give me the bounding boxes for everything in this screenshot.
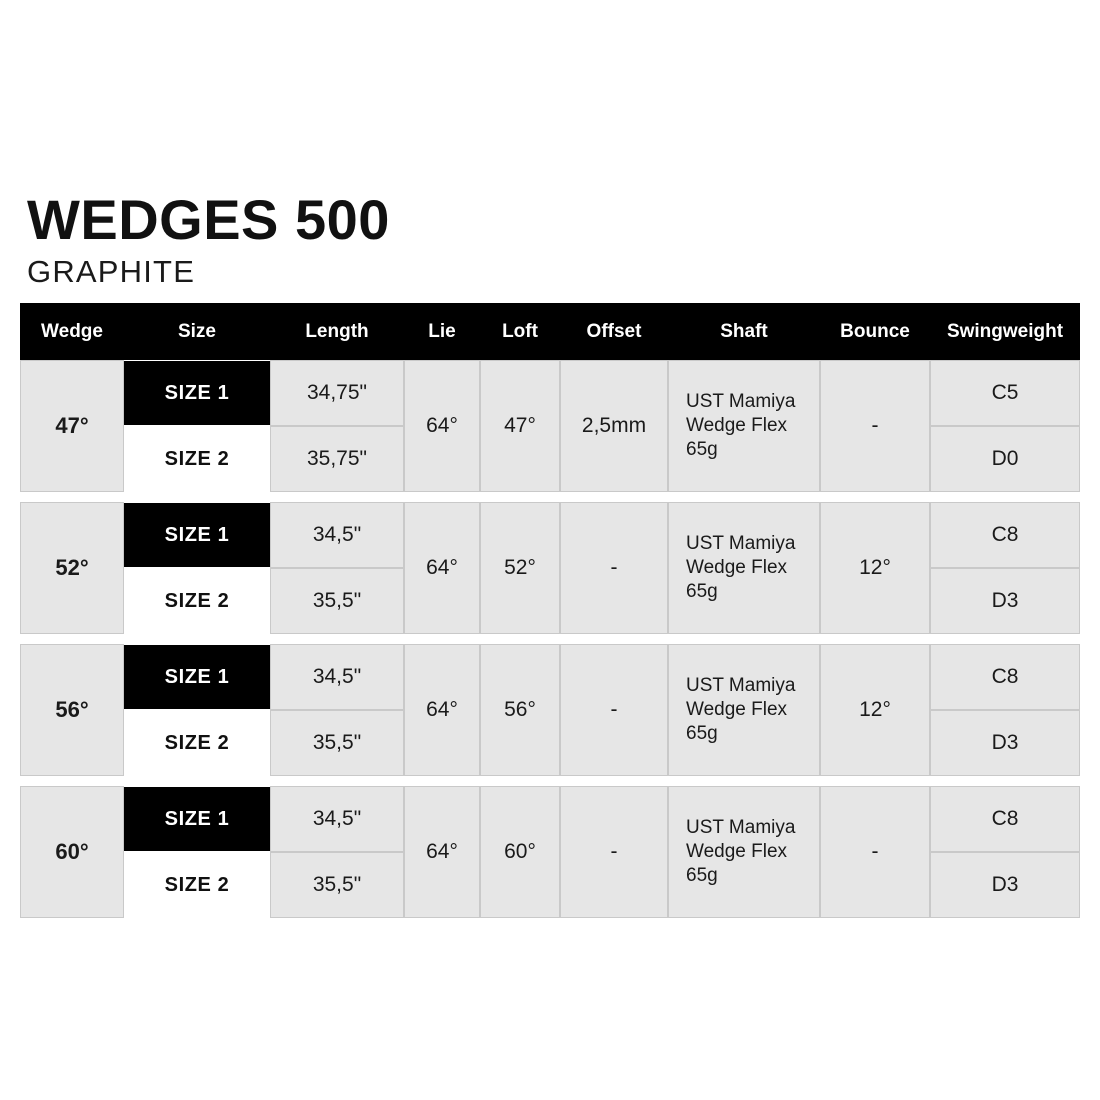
cell-lie: 64° xyxy=(404,360,480,492)
cell-bounce: 12° xyxy=(820,644,930,776)
cell-swingweight-2: D3 xyxy=(930,568,1080,634)
row-group-spacer xyxy=(20,492,1080,502)
size-1-badge: SIZE 1 xyxy=(124,645,270,709)
cell-offset: - xyxy=(560,786,668,918)
size-1-badge: SIZE 1 xyxy=(124,787,270,851)
cell-length-2: 35,5" xyxy=(270,710,404,776)
cell-size-1: SIZE 1 xyxy=(124,502,270,568)
cell-swingweight-2: D3 xyxy=(930,710,1080,776)
cell-shaft: UST Mamiya Wedge Flex 65g xyxy=(668,786,820,918)
cell-wedge: 52° xyxy=(20,502,124,634)
column-header-size: Size xyxy=(124,303,270,360)
page-title: WEDGES 500 xyxy=(27,188,390,251)
size-1-badge: SIZE 1 xyxy=(124,361,270,425)
column-header-lie: Lie xyxy=(404,303,480,360)
table-row: SIZE 2 35,5" D3 xyxy=(20,568,1080,634)
cell-swingweight-2: D0 xyxy=(930,426,1080,492)
table-row-group: 52° SIZE 1 34,5" 64° 52° - UST Mamiya We… xyxy=(20,502,1080,644)
cell-size-2: SIZE 2 xyxy=(124,426,270,492)
cell-offset: 2,5mm xyxy=(560,360,668,492)
cell-shaft: UST Mamiya Wedge Flex 65g xyxy=(668,644,820,776)
cell-loft: 47° xyxy=(480,360,560,492)
column-header-loft: Loft xyxy=(480,303,560,360)
column-header-swingweight: Swingweight xyxy=(930,303,1080,360)
cell-wedge: 60° xyxy=(20,786,124,918)
cell-size-2: SIZE 2 xyxy=(124,568,270,634)
specification-table: Wedge Size Length Lie Loft Offset Shaft … xyxy=(20,303,1080,918)
specification-table-wrapper: Wedge Size Length Lie Loft Offset Shaft … xyxy=(20,303,1080,918)
column-header-length: Length xyxy=(270,303,404,360)
cell-lie: 64° xyxy=(404,644,480,776)
cell-size-2: SIZE 2 xyxy=(124,710,270,776)
cell-size-2: SIZE 2 xyxy=(124,852,270,918)
table-row: 56° SIZE 1 34,5" 64° 56° - UST Mamiya We… xyxy=(20,644,1080,776)
cell-shaft: UST Mamiya Wedge Flex 65g xyxy=(668,360,820,492)
cell-length-1: 34,75" xyxy=(270,360,404,426)
cell-swingweight-1: C8 xyxy=(930,644,1080,710)
cell-loft: 52° xyxy=(480,502,560,634)
cell-lie: 64° xyxy=(404,502,480,634)
cell-length-1: 34,5" xyxy=(270,786,404,852)
size-2-badge: SIZE 2 xyxy=(124,427,270,491)
cell-length-1: 34,5" xyxy=(270,502,404,568)
table-row-group: 47° SIZE 1 34,75" 64° 47° 2,5mm UST Mami… xyxy=(20,360,1080,502)
column-header-offset: Offset xyxy=(560,303,668,360)
cell-length-1: 34,5" xyxy=(270,644,404,710)
table-row: 52° SIZE 1 34,5" 64° 52° - UST Mamiya We… xyxy=(20,502,1080,634)
cell-swingweight-1: C5 xyxy=(930,360,1080,426)
page-subtitle: GRAPHITE xyxy=(27,254,196,289)
cell-bounce: - xyxy=(820,786,930,918)
cell-length-2: 35,5" xyxy=(270,568,404,634)
row-group-spacer xyxy=(20,776,1080,786)
row-group-spacer xyxy=(20,634,1080,644)
column-header-wedge: Wedge xyxy=(20,303,124,360)
table-row: SIZE 2 35,5" D3 xyxy=(20,852,1080,918)
cell-bounce: - xyxy=(820,360,930,492)
size-2-badge: SIZE 2 xyxy=(124,569,270,633)
spacer-cell xyxy=(20,634,1080,644)
cell-offset: - xyxy=(560,644,668,776)
cell-loft: 56° xyxy=(480,644,560,776)
spacer-cell xyxy=(20,492,1080,502)
cell-swingweight-2: D3 xyxy=(930,852,1080,918)
spacer-cell xyxy=(20,776,1080,786)
cell-shaft: UST Mamiya Wedge Flex 65g xyxy=(668,502,820,634)
column-header-bounce: Bounce xyxy=(820,303,930,360)
table-row: 47° SIZE 1 34,75" 64° 47° 2,5mm UST Mami… xyxy=(20,360,1080,492)
cell-loft: 60° xyxy=(480,786,560,918)
cell-wedge: 47° xyxy=(20,360,124,492)
table-header-row: Wedge Size Length Lie Loft Offset Shaft … xyxy=(20,303,1080,360)
table-header: Wedge Size Length Lie Loft Offset Shaft … xyxy=(20,303,1080,360)
cell-length-2: 35,5" xyxy=(270,852,404,918)
title-block: WEDGES 500 GRAPHITE xyxy=(27,188,727,289)
table-row-group: 60° SIZE 1 34,5" 64° 60° - UST Mamiya We… xyxy=(20,786,1080,918)
cell-wedge: 56° xyxy=(20,644,124,776)
cell-size-1: SIZE 1 xyxy=(124,786,270,852)
table-row: SIZE 2 35,5" D3 xyxy=(20,710,1080,776)
table-row: SIZE 2 35,75" D0 xyxy=(20,426,1080,492)
cell-swingweight-1: C8 xyxy=(930,786,1080,852)
cell-swingweight-1: C8 xyxy=(930,502,1080,568)
table-row: 60° SIZE 1 34,5" 64° 60° - UST Mamiya We… xyxy=(20,786,1080,918)
size-2-badge: SIZE 2 xyxy=(124,853,270,917)
table-row-group: 56° SIZE 1 34,5" 64° 56° - UST Mamiya We… xyxy=(20,644,1080,786)
size-2-badge: SIZE 2 xyxy=(124,711,270,775)
size-1-badge: SIZE 1 xyxy=(124,503,270,567)
column-header-shaft: Shaft xyxy=(668,303,820,360)
cell-size-1: SIZE 1 xyxy=(124,644,270,710)
cell-lie: 64° xyxy=(404,786,480,918)
cell-bounce: 12° xyxy=(820,502,930,634)
cell-length-2: 35,75" xyxy=(270,426,404,492)
cell-offset: - xyxy=(560,502,668,634)
cell-size-1: SIZE 1 xyxy=(124,360,270,426)
